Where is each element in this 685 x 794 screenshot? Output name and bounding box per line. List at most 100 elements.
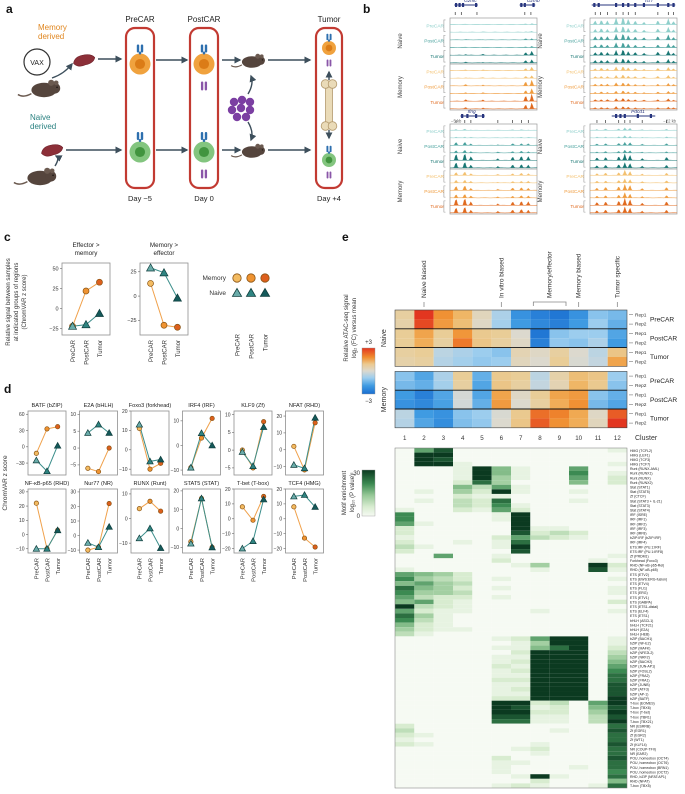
cluster-number: 5: [480, 435, 484, 442]
tumor-memory-cell: [322, 41, 336, 55]
motif-cell: [433, 778, 453, 784]
atac-track: [449, 180, 538, 184]
motif-row-label: RHD (NFAT): [630, 780, 650, 784]
naive-point: [259, 423, 268, 430]
naive-point: [249, 462, 257, 469]
motif-row-label: ETS (ELF4): [630, 610, 648, 614]
motif-cell: [569, 507, 589, 513]
motif-enrichment-heatmap: HMG (TCFL2)HMG (LEF1)HMG (TCF3)HMG (TCF7…: [394, 447, 669, 789]
motif-cell: [414, 714, 434, 720]
motif-cell: [395, 461, 415, 467]
column-annotation-memory-biased: Memory biased: [576, 253, 583, 298]
motif-cell: [472, 659, 492, 664]
motif-cell: [395, 769, 415, 775]
naive-derived-label: Naive: [30, 113, 51, 122]
x-category-label: Tumor: [107, 558, 113, 575]
motif-cell: [588, 590, 608, 596]
motif-cell: [569, 673, 589, 678]
motif-cell: [453, 691, 473, 697]
motif-cell: [530, 448, 550, 453]
motif-cell: [453, 503, 473, 508]
heatmap-cell: [433, 399, 453, 409]
motif-cell: [395, 654, 415, 660]
motif-cell: [433, 765, 453, 770]
motif-cell: [433, 613, 453, 618]
motif-cell: [472, 457, 492, 462]
motif-cell: [569, 544, 589, 550]
motif-cell: [530, 673, 550, 678]
rep-label: Rep2: [635, 322, 647, 328]
heatmap-cell: [588, 357, 608, 367]
motif-cell: [472, 461, 492, 467]
heatmap-cell: [530, 328, 550, 339]
motif-cell: [530, 755, 550, 761]
motif-cell: [569, 709, 589, 715]
motif-cell: [607, 631, 627, 637]
motif-cell: [588, 618, 608, 623]
motif-cell: [530, 659, 550, 664]
motif-cell: [607, 640, 627, 646]
motif-cell: [453, 452, 473, 458]
motif-cell: [395, 691, 415, 697]
motif-cell: [607, 751, 627, 756]
car-construct-icon: [200, 169, 208, 179]
motif-cell: [511, 562, 531, 568]
motif-row-label: bZIP (BACH2): [630, 660, 652, 664]
motif-cell: [491, 585, 511, 591]
motif-cell: [414, 489, 434, 494]
track-label-tumor: Tumor: [430, 159, 444, 165]
motif-cell: [414, 686, 434, 692]
motif-cell: [395, 590, 415, 596]
svg-text:5: 5: [228, 430, 231, 436]
motif-cell: [433, 489, 453, 494]
motif-cell: [453, 677, 473, 683]
atac-track: [589, 183, 678, 191]
motif-cell: [414, 705, 434, 710]
atac-track: [449, 150, 538, 154]
motif-cell: [549, 484, 569, 490]
motif-cell: [530, 457, 550, 462]
motif-cell: [491, 484, 511, 490]
motif-cell: [491, 682, 511, 687]
motif-cell: [395, 452, 415, 458]
track-label-tumor: Tumor: [570, 100, 584, 106]
cluster-number: 4: [461, 435, 465, 442]
motif-cell: [453, 760, 473, 766]
group-label-naive: Naive: [381, 329, 388, 347]
motif-cell: [453, 590, 473, 596]
y-axis-label: Relative signal between samples: [6, 258, 12, 345]
motif-cell: [491, 489, 511, 494]
plot-title: effector: [154, 250, 175, 257]
atac-track: [589, 26, 678, 33]
motif-cell: [395, 484, 415, 490]
motif-cell: [530, 751, 550, 756]
motif-cell: [588, 769, 608, 775]
motif-cell: [491, 470, 511, 476]
motif-cell: [607, 618, 627, 623]
motif-row-label: T-box (T-bet): [630, 711, 650, 715]
cluster-number: 3: [442, 435, 446, 442]
motif-cell: [491, 530, 511, 536]
heatmap-cell: [433, 418, 453, 428]
track-label-precar: PreCAR: [426, 129, 444, 135]
plot-title: Memory >: [150, 242, 178, 249]
cluster-number: 7: [519, 435, 523, 442]
motif-cell: [491, 608, 511, 614]
group-label-memory: Memory: [538, 181, 544, 203]
heatmap-cell: [414, 328, 434, 339]
heatmap-cell: [511, 338, 531, 348]
y-axis-label: at indicated groups of regions: [14, 263, 20, 342]
memory-point: [160, 321, 168, 329]
atac-track: [589, 49, 678, 56]
motif-cell: [511, 700, 531, 706]
motif-cell: [472, 466, 492, 471]
motif-cell: [491, 696, 511, 701]
svg-text:derived: derived: [30, 122, 56, 131]
legend-naive-marker: [231, 287, 243, 297]
motif-cell: [588, 677, 608, 683]
motif-cell: [607, 622, 627, 628]
atac-track: [589, 58, 678, 64]
motif-cell: [453, 470, 473, 476]
motif-cell: [511, 613, 531, 618]
motif-cell: [433, 640, 453, 646]
